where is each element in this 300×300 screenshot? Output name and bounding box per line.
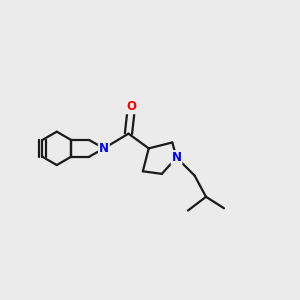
Text: O: O [126, 100, 136, 113]
Text: N: N [172, 151, 182, 164]
Text: N: N [99, 142, 109, 155]
